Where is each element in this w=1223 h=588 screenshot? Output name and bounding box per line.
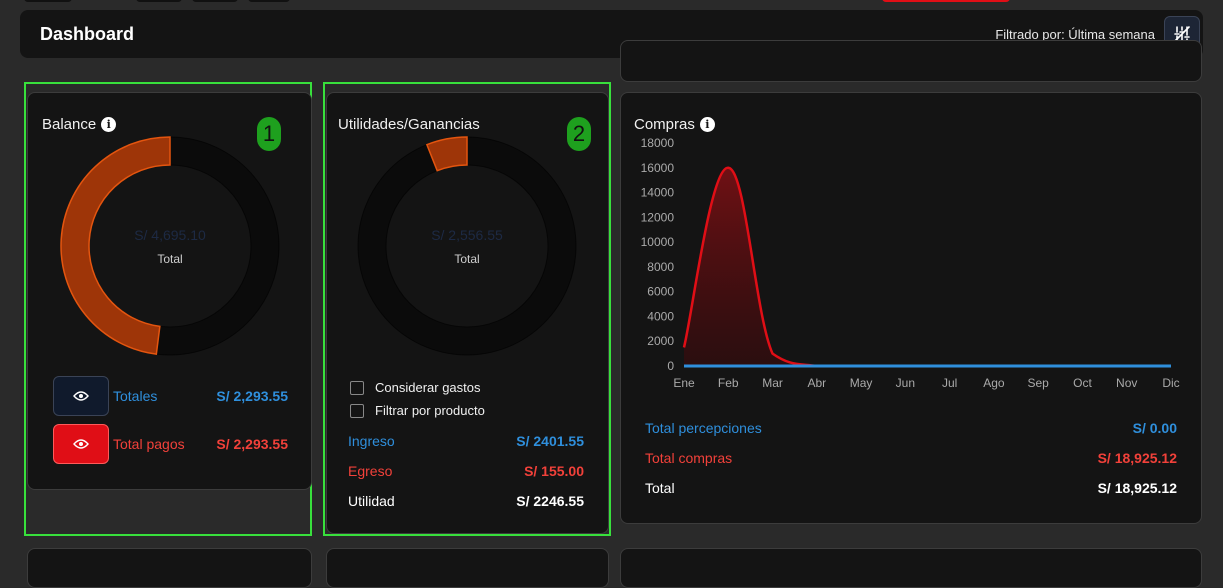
egreso-label: Egreso [348, 463, 393, 479]
total-compras-label: Total compras [645, 450, 733, 466]
donut-arc [425, 136, 468, 172]
y-tick-label: 0 [667, 359, 674, 373]
balance-card: Balance i 1 S/ 4,695.10 Total Totales S/… [27, 92, 312, 490]
x-tick-label: Nov [1116, 376, 1137, 390]
filter-label: Filtrado por: Última semana [995, 27, 1155, 42]
y-tick-label: 10000 [641, 235, 675, 249]
x-tick-label: Feb [718, 376, 739, 390]
considerar-gastos-checkbox-row[interactable]: Considerar gastos [350, 380, 481, 395]
egreso-value: S/ 155.00 [524, 463, 584, 479]
total-value: S/ 18,925.12 [1097, 480, 1177, 496]
total-compras-value: S/ 18,925.12 [1097, 450, 1177, 466]
y-tick-label: 16000 [641, 161, 675, 175]
top-tab-stub [248, 0, 290, 2]
x-tick-label: Ene [673, 376, 695, 390]
donut-center-value: S/ 2,556.55 [431, 227, 503, 243]
y-tick-label: 8000 [647, 260, 674, 274]
x-tick-label: Oct [1073, 376, 1092, 390]
utilidades-title-wrap: Utilidades/Ganancias [338, 116, 480, 133]
dashboard-header: Dashboard Filtrado por: Última semana [20, 10, 1203, 58]
top-red-button-stub[interactable] [882, 0, 1010, 2]
donut-inner-ring [385, 164, 549, 328]
totales-row: Totales S/ 2,293.55 [113, 388, 288, 404]
x-tick-label: May [850, 376, 873, 390]
ingreso-row: Ingreso S/ 2401.55 [348, 433, 584, 449]
compras-title-wrap: Compras i [634, 116, 715, 133]
top-tab-stub [136, 0, 182, 2]
total-label: Total [645, 480, 675, 496]
y-tick-label: 4000 [647, 309, 674, 323]
y-tick-label: 2000 [647, 334, 674, 348]
upper-card-partial [620, 40, 1202, 82]
total-percepciones-value: S/ 0.00 [1132, 420, 1177, 436]
filtrar-producto-checkbox[interactable] [350, 403, 364, 418]
compras-title: Compras [634, 116, 695, 133]
eye-icon [73, 391, 89, 401]
x-tick-label: Jul [942, 376, 957, 390]
considerar-gastos-label: Considerar gastos [375, 380, 481, 395]
highlight-box-2 [323, 82, 611, 536]
page-title: Dashboard [40, 24, 135, 44]
total-pagos-eye-button[interactable] [53, 424, 109, 464]
utilidad-label: Utilidad [348, 493, 395, 509]
y-tick-label: 14000 [641, 186, 675, 200]
x-tick-label: Jun [896, 376, 915, 390]
compras-card: Compras i 0 2000 4000 6000 8000 10000 12000 140… [620, 92, 1202, 524]
total-percepciones-label: Total percepciones [645, 420, 762, 436]
donut-inner-ring [88, 164, 252, 328]
total-compras-row: Total compras S/ 18,925.12 [645, 450, 1177, 466]
badge-1: 1 [257, 117, 281, 151]
utilidades-donut-chart: S/ 2,556.55 Total [357, 136, 577, 356]
utilidad-value: S/ 2246.55 [516, 493, 584, 509]
x-tick-label: Sep [1028, 376, 1050, 390]
top-tab-stub [192, 0, 238, 2]
x-tick-label: Ago [983, 376, 1005, 390]
donut-track [358, 137, 576, 355]
total-row: Total S/ 18,925.12 [645, 480, 1177, 496]
badge-2: 2 [567, 117, 591, 151]
total-percepciones-row: Total percepciones S/ 0.00 [645, 420, 1177, 436]
bottom-card-partial [27, 548, 312, 588]
y-tick-label: 12000 [641, 210, 675, 224]
bottom-card-partial [326, 548, 609, 588]
utilidad-row: Utilidad S/ 2246.55 [348, 493, 584, 509]
utilidades-title: Utilidades/Ganancias [338, 116, 480, 133]
info-icon[interactable]: i [101, 117, 117, 132]
compras-area-chart: 0 2000 4000 6000 8000 10000 12000 14000 16000 180… [641, 136, 1180, 390]
info-icon[interactable]: i [699, 117, 715, 132]
bottom-card-partial [620, 548, 1202, 588]
filtrar-producto-label: Filtrar por producto [375, 403, 485, 418]
balance-title: Balance [42, 116, 97, 133]
donut-center-label: Total [157, 252, 182, 266]
series-area-fill [684, 167, 1171, 366]
totales-eye-button[interactable] [53, 376, 109, 416]
ingreso-label: Ingreso [348, 433, 395, 449]
total-pagos-row: Total pagos S/ 2,293.55 [113, 436, 288, 452]
balance-title-wrap: Balance i [42, 116, 117, 133]
totales-value: S/ 2,293.55 [216, 388, 288, 404]
donut-center-label: Total [454, 252, 479, 266]
eye-icon [73, 439, 89, 449]
total-pagos-value: S/ 2,293.55 [216, 436, 288, 452]
y-tick-label: 6000 [647, 285, 674, 299]
filtrar-producto-checkbox-row[interactable]: Filtrar por producto [350, 403, 485, 418]
totales-label: Totales [113, 388, 158, 404]
y-tick-label: 18000 [641, 136, 675, 150]
egreso-row: Egreso S/ 155.00 [348, 463, 584, 479]
total-pagos-label: Total pagos [113, 436, 185, 452]
donut-arc [60, 136, 171, 355]
utilidades-card: Utilidades/Ganancias 2 S/ 2,556.55 Total… [326, 92, 609, 534]
x-tick-label: Mar [762, 376, 783, 390]
balance-donut-chart: S/ 4,695.10 Total [60, 136, 280, 356]
top-tab-stub [24, 0, 72, 2]
x-tick-label: Dic [1162, 376, 1179, 390]
x-tick-label: Abr [807, 376, 826, 390]
ingreso-value: S/ 2401.55 [516, 433, 584, 449]
donut-center-value: S/ 4,695.10 [134, 227, 206, 243]
considerar-gastos-checkbox[interactable] [350, 380, 364, 395]
